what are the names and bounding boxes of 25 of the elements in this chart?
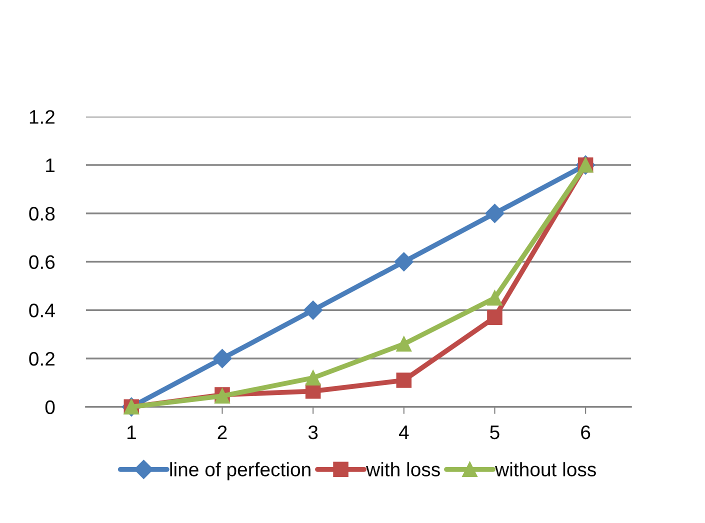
point [212, 348, 232, 368]
x-tick-label: 5 [490, 426, 500, 440]
x-tick-label: 6 [581, 425, 590, 440]
y-tick-label: 0.8 [29, 206, 55, 221]
y-tick-label: 0.4 [29, 304, 55, 318]
point [394, 252, 414, 272]
y-tick-label: 0 [45, 400, 55, 414]
x-tick-label: 3 [308, 425, 318, 440]
legend-label: without loss [495, 462, 596, 476]
y-tick-label: 1.2 [30, 110, 54, 124]
point [305, 370, 321, 386]
point [304, 300, 323, 320]
point [487, 290, 502, 306]
point [396, 372, 412, 388]
y-tick-label: 0.2 [29, 352, 54, 366]
x-tick-label: 1 [128, 426, 136, 440]
x-tick-label: 4 [398, 426, 409, 440]
x-tick-label: 2 [218, 425, 227, 440]
y-tick-label: 0.6 [29, 255, 55, 269]
point [485, 204, 504, 223]
y-tick-label: 1 [46, 158, 55, 172]
point [396, 336, 412, 352]
point [487, 310, 502, 326]
legend-label: with loss [366, 462, 440, 476]
legend-label: line of perfection [170, 462, 310, 480]
